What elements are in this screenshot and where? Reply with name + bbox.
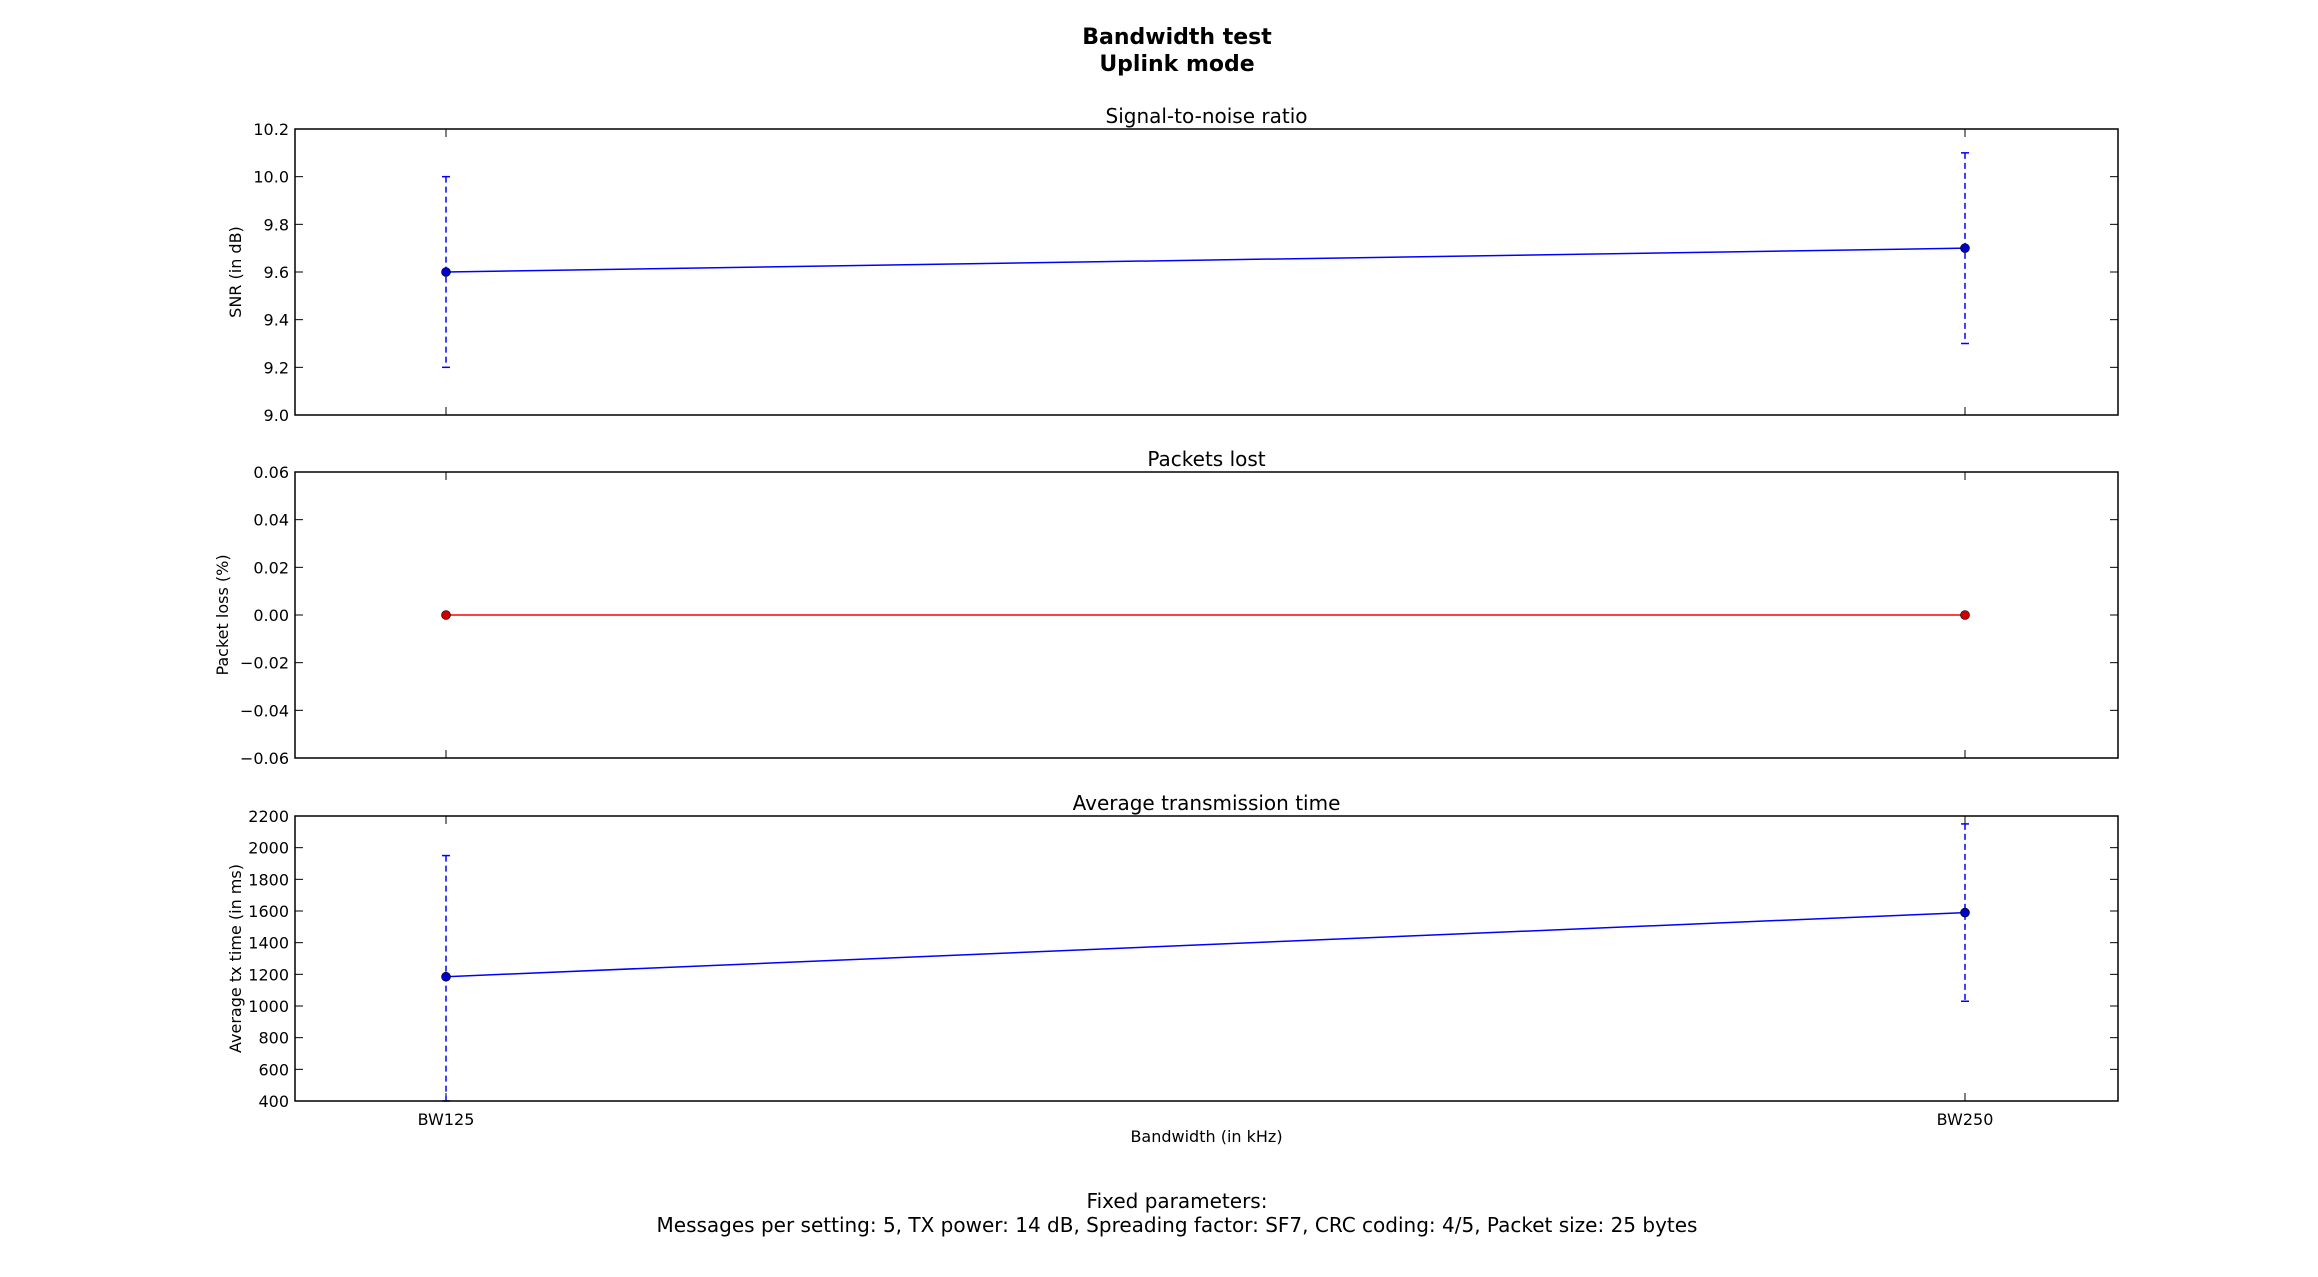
y-tick-label: 0.02 — [253, 558, 289, 577]
y-axis-label: SNR (in dB) — [226, 226, 245, 318]
plot-frame — [294, 471, 2119, 759]
y-tick-label: −0.06 — [240, 749, 289, 768]
y-tick-label: 600 — [258, 1060, 289, 1079]
y-tick-label: 2000 — [248, 839, 289, 858]
series-line — [445, 247, 1966, 273]
chart-panel-3: Average transmission time 400 600 800 1000 12… — [226, 791, 2119, 1146]
x-axis-label: Bandwidth (in kHz) — [1130, 1127, 1282, 1146]
plot-frame — [294, 815, 2119, 1102]
y-tick-label: 2200 — [248, 807, 289, 826]
data-point — [441, 971, 451, 982]
y-tick-label: 1800 — [248, 870, 289, 889]
plot-frame — [294, 128, 2119, 416]
y-tick-label: 9.8 — [264, 215, 289, 234]
y-tick-label: 9.0 — [264, 406, 289, 425]
y-axis-label: Packet loss (%) — [213, 554, 232, 675]
y-tick-label: 0.06 — [253, 463, 289, 482]
chart-title: Packets lost — [1147, 447, 1265, 471]
series-line — [445, 911, 1966, 978]
panels: Signal-to-noise ratio 9.0 9.2 9.4 9.6 9.8 10.0… — [213, 104, 2119, 1146]
y-tick-label: 800 — [258, 1029, 289, 1048]
chart-title: Signal-to-noise ratio — [1106, 104, 1308, 128]
data-point — [441, 267, 451, 277]
chart-title: Average transmission time — [1073, 791, 1341, 815]
footer-line-2: Messages per setting: 5, TX power: 14 dB… — [657, 1213, 1698, 1237]
y-tick-label: 9.4 — [264, 311, 289, 330]
y-tick-label: 0.00 — [253, 606, 289, 625]
y-tick-label: 1000 — [248, 997, 289, 1016]
y-tick-label: 9.2 — [264, 358, 289, 377]
suptitle-line-2: Uplink mode — [1099, 52, 1254, 77]
y-tick-label: −0.04 — [240, 701, 289, 720]
y-tick-label: 1400 — [248, 934, 289, 953]
y-tick-label: −0.02 — [240, 654, 289, 673]
x-tick-label: BW250 — [1937, 1110, 1994, 1129]
data-point — [441, 610, 451, 620]
y-axis-label: Average tx time (in ms) — [226, 864, 245, 1053]
data-point — [1960, 610, 1970, 620]
y-tick-label: 1600 — [248, 902, 289, 921]
data-point — [1960, 907, 1970, 918]
y-tick-label: 0.04 — [253, 511, 289, 530]
footer-line-1: Fixed parameters: — [1087, 1189, 1268, 1213]
y-tick-label: 10.0 — [253, 168, 289, 187]
suptitle-line-1: Bandwidth test — [1082, 25, 1272, 50]
chart-panel-1: Signal-to-noise ratio 9.0 9.2 9.4 9.6 9.8 10.0… — [226, 104, 2119, 425]
y-tick-label: 1200 — [248, 965, 289, 984]
y-tick-label: 400 — [258, 1092, 289, 1111]
x-tick-label: BW125 — [418, 1110, 475, 1129]
y-tick-label: 9.6 — [264, 263, 289, 282]
data-point — [1960, 243, 1970, 253]
y-tick-label: 10.2 — [253, 120, 289, 139]
chart-panel-2: Packets lost −0.06 −0.04 −0.02 0.00 0.02 0.04 0… — [213, 447, 2119, 768]
